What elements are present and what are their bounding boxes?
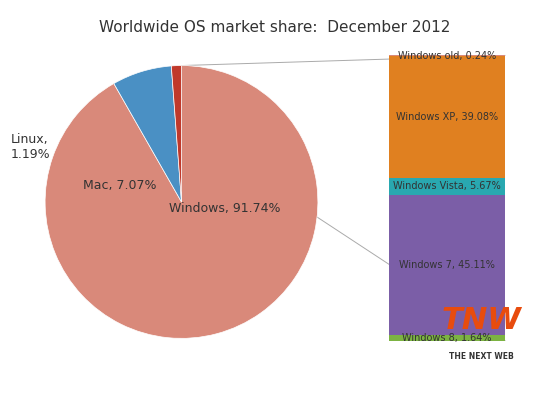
Text: Windows XP, 39.08%: Windows XP, 39.08% <box>396 112 498 122</box>
Text: Windows 7, 45.11%: Windows 7, 45.11% <box>399 260 495 270</box>
Text: Linux,
1.19%: Linux, 1.19% <box>11 133 51 162</box>
Text: Worldwide OS market share:  December 2012: Worldwide OS market share: December 2012 <box>100 20 450 35</box>
Text: Mac, 7.07%: Mac, 7.07% <box>83 179 157 192</box>
Bar <box>389 195 505 335</box>
Wedge shape <box>114 66 182 202</box>
Text: Windows 8, 1.64%: Windows 8, 1.64% <box>402 333 492 343</box>
Bar <box>389 56 505 178</box>
Text: Windows Vista, 5.67%: Windows Vista, 5.67% <box>393 181 500 191</box>
Text: Windows old, 0.24%: Windows old, 0.24% <box>398 51 496 61</box>
Text: TNW: TNW <box>441 306 521 335</box>
Bar <box>389 55 505 56</box>
Bar <box>389 335 505 341</box>
Wedge shape <box>45 66 318 338</box>
Text: THE NEXT WEB: THE NEXT WEB <box>449 352 514 361</box>
Wedge shape <box>171 66 182 202</box>
Text: Windows, 91.74%: Windows, 91.74% <box>169 202 281 215</box>
Bar <box>389 178 505 195</box>
